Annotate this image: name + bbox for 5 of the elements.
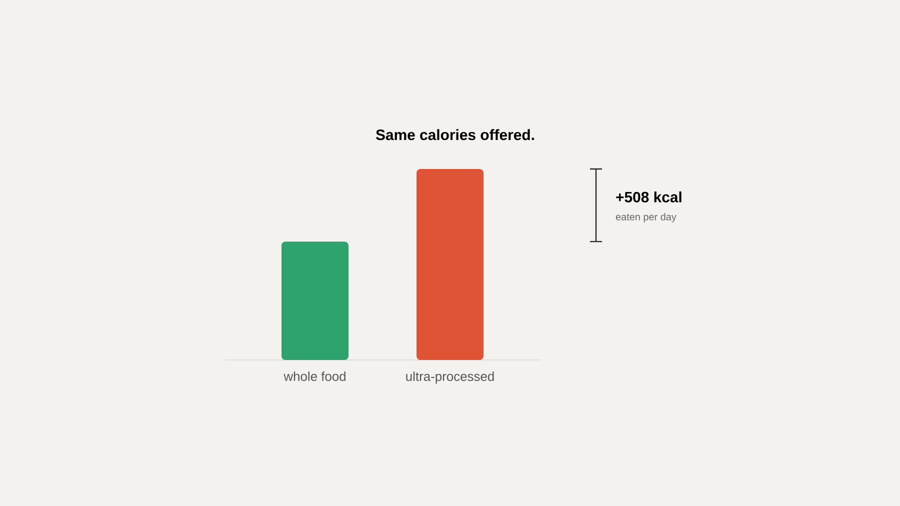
x-tick-label: ultra-processed bbox=[406, 372, 494, 384]
x-tick-label: whole food bbox=[284, 372, 346, 382]
text: +508 kcal bbox=[616, 191, 682, 202]
text: eaten per day bbox=[616, 213, 676, 222]
chart-title: Same calories offered. bbox=[376, 129, 534, 140]
